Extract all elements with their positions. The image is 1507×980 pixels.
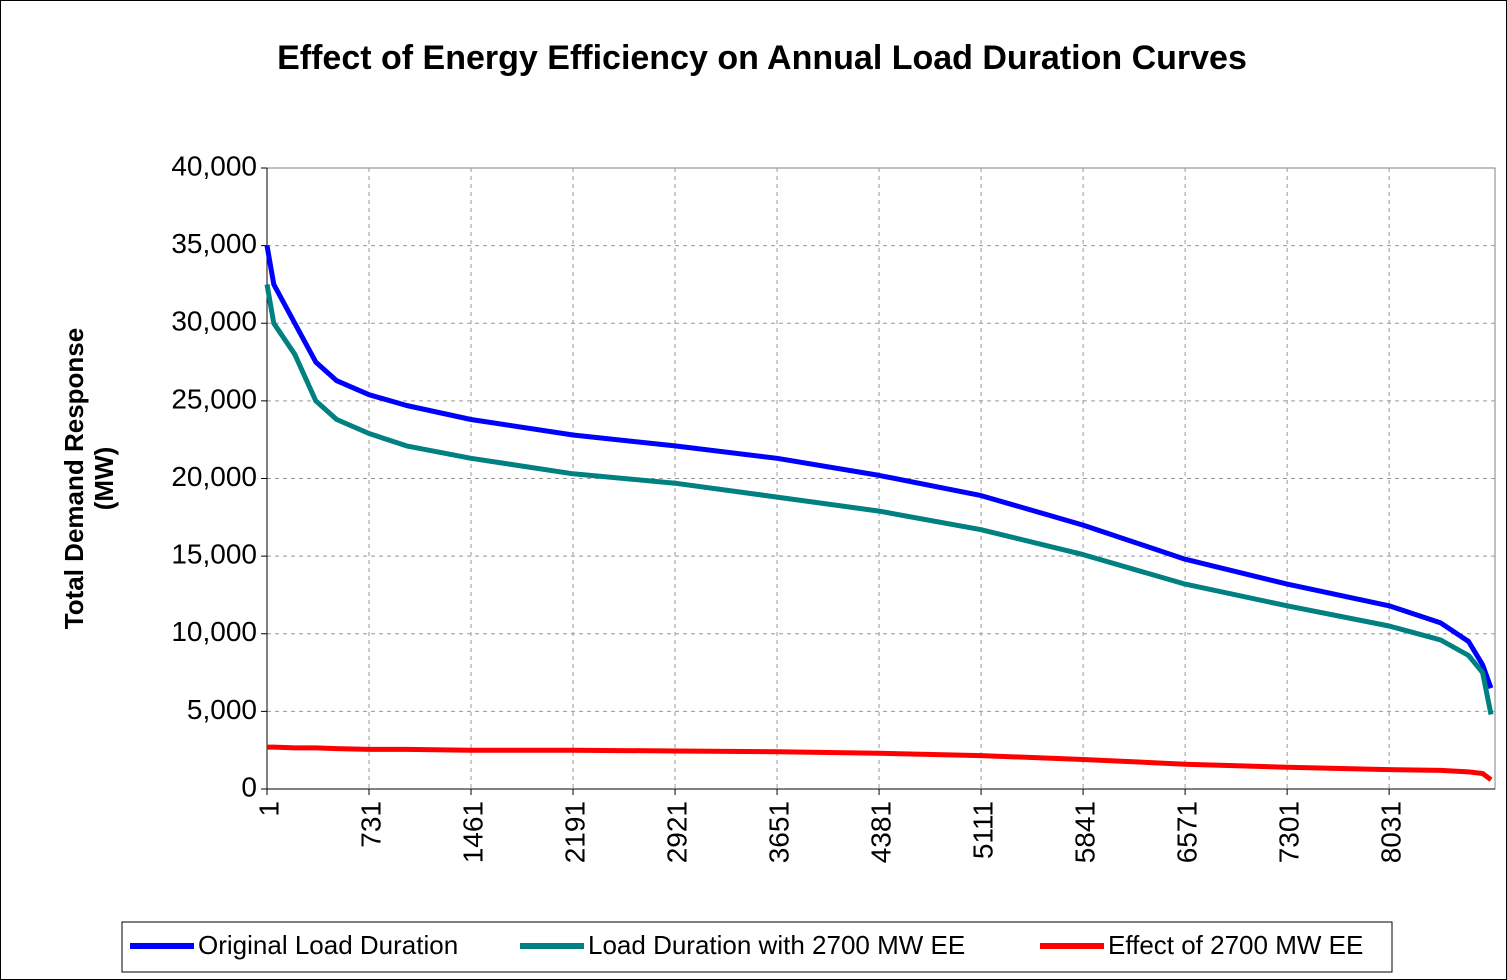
y-tick-label: 40,000 bbox=[171, 150, 257, 181]
x-tick-label: 731 bbox=[355, 801, 386, 848]
y-axis-label-line: Total Demand Response bbox=[59, 328, 89, 629]
y-axis-label: Total Demand Response(MW) bbox=[59, 328, 119, 629]
x-tick-label: 8031 bbox=[1376, 801, 1407, 863]
chart-title: Effect of Energy Efficiency on Annual Lo… bbox=[277, 39, 1247, 77]
x-tick-label: 2921 bbox=[661, 801, 692, 863]
line-series bbox=[264, 283, 1494, 715]
line-series bbox=[267, 744, 1493, 782]
plot-area bbox=[266, 167, 1496, 790]
legend-box bbox=[121, 921, 1393, 973]
x-tick-label: 7301 bbox=[1274, 801, 1305, 863]
y-tick-label: 25,000 bbox=[171, 383, 257, 414]
y-tick-label: 30,000 bbox=[171, 306, 257, 337]
legend-label: Effect of 2700 MW EE bbox=[1108, 930, 1363, 960]
legend-label: Load Duration with 2700 MW EE bbox=[588, 930, 965, 960]
y-tick-label: 20,000 bbox=[171, 461, 257, 492]
x-tick-label: 2191 bbox=[559, 801, 590, 863]
x-tick-label: 4381 bbox=[865, 801, 896, 863]
x-tick-label: 1461 bbox=[457, 801, 488, 863]
y-tick-label: 35,000 bbox=[171, 228, 257, 259]
y-tick-label: 10,000 bbox=[171, 616, 257, 647]
legend-label: Original Load Duration bbox=[198, 930, 458, 960]
y-tick-label: 0 bbox=[241, 771, 257, 802]
y-axis-label-line: (MW) bbox=[89, 447, 119, 511]
x-tick-label: 1 bbox=[253, 801, 284, 817]
y-tick-label: 5,000 bbox=[187, 694, 257, 725]
x-tick-label: 6571 bbox=[1171, 801, 1202, 863]
x-tick-label: 5841 bbox=[1069, 801, 1100, 863]
x-tick-label: 3651 bbox=[763, 801, 794, 863]
line-series bbox=[264, 245, 1494, 689]
x-tick-label: 5111 bbox=[967, 801, 998, 859]
y-tick-label: 15,000 bbox=[171, 539, 257, 570]
